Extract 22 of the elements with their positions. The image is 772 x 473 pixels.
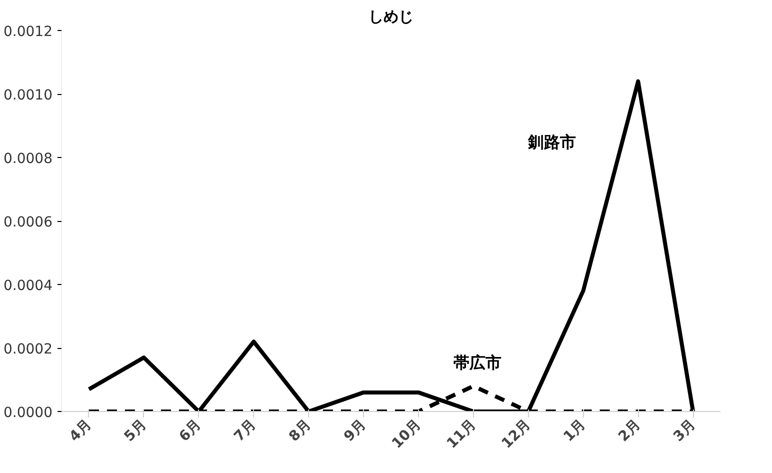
y-tick-label: 0.0008 xyxy=(4,151,53,167)
x-tick-label: 10月 xyxy=(389,416,424,452)
y-tick-label: 0.0010 xyxy=(4,88,53,104)
y-tick-label: 0.0002 xyxy=(4,342,53,358)
x-tick-label: 4月 xyxy=(66,416,95,445)
x-tick-label: 6月 xyxy=(176,416,204,445)
x-tick-label: 3月 xyxy=(670,416,699,445)
chart-title: しめじ xyxy=(368,8,414,26)
x-tick-label: 11月 xyxy=(444,416,480,452)
text: 釧路市 xyxy=(527,132,576,152)
y-tick-label: 0.0004 xyxy=(4,278,53,294)
y-tick-label: 0.0006 xyxy=(4,214,53,230)
x-tick-label: 12月 xyxy=(498,416,534,452)
x-tick-label: 9月 xyxy=(341,416,370,445)
x-tick-label: 5月 xyxy=(121,416,150,445)
x-tick-label: 8月 xyxy=(286,416,314,445)
x-tick-label: 1月 xyxy=(560,416,589,445)
x-tick-label: 2月 xyxy=(616,416,644,445)
x-tick-label: 7月 xyxy=(231,416,260,445)
y-tick-label: 0.0012 xyxy=(4,24,53,40)
series-label: 帯広市 xyxy=(453,353,502,372)
y-tick-label: 0.0000 xyxy=(4,405,53,421)
